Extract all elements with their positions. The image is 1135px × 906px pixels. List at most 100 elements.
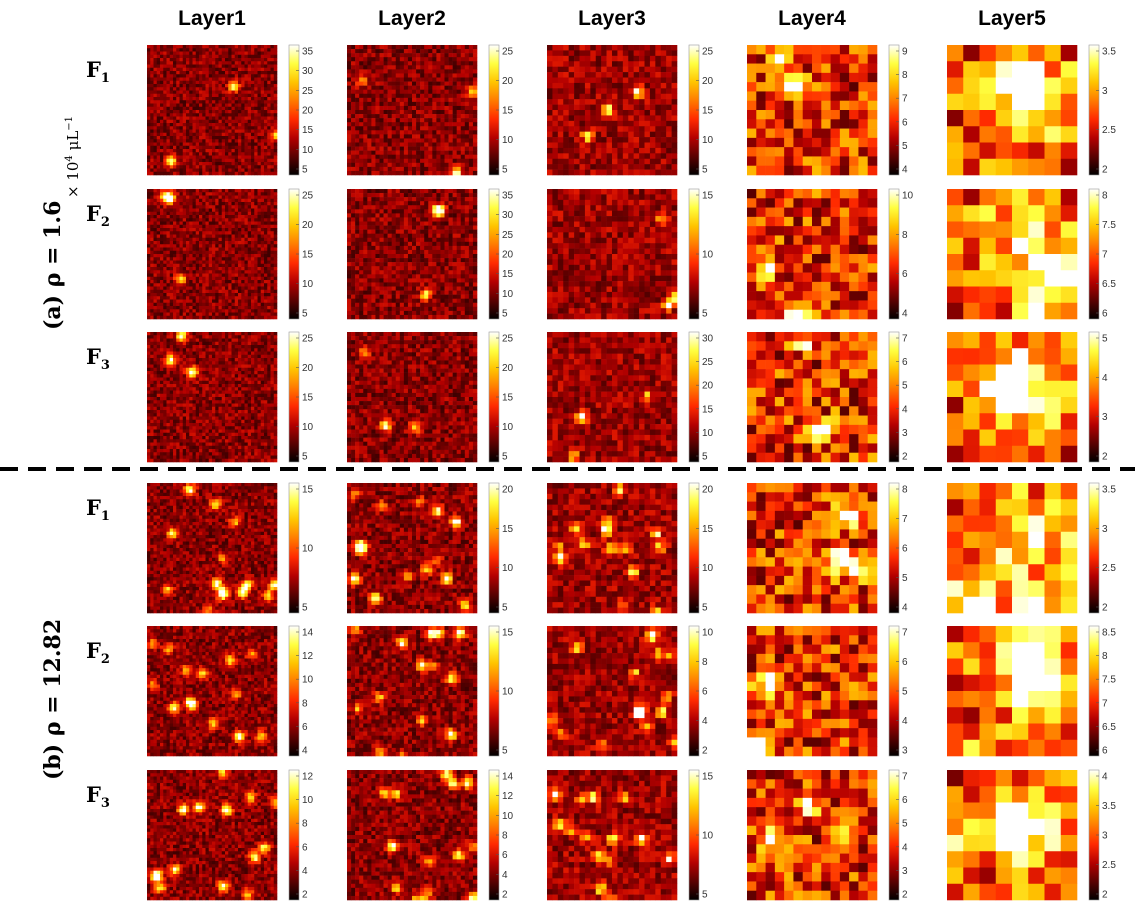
colorbar-tick-label: 15 [302,125,314,136]
colorbar-tick-label: 10 [302,795,314,806]
colorbar-tick-label: 15 [502,269,514,280]
heatmap-panel [947,483,1078,614]
colorbar [288,769,300,901]
colorbar-tick-label: 15 [702,772,714,783]
colorbar-tick-label: 6 [902,657,908,668]
colorbar-tick-label: 10 [502,811,514,822]
row-label: F2 [86,201,110,230]
colorbar-tick-label: 2.5 [1102,125,1116,136]
colorbar-tick-label: 10 [702,428,714,439]
colorbar-tick-label: 2 [502,890,508,901]
colorbar-tick-label: 10 [302,279,314,290]
colorbar-tick-label: 30 [702,334,714,345]
colorbar-tick-label: 5 [702,309,708,320]
colorbar-tick-label: 7 [902,772,908,783]
column-title: Layer5 [978,7,1046,30]
heatmap-panel [747,770,878,901]
colorbar-tick-label: 4 [702,716,708,727]
colorbar-tick-label: 5 [502,165,508,176]
column-title: Layer4 [778,7,846,30]
colorbar-tick-label: 7 [902,94,908,105]
colorbar-tick-label: 2 [302,890,308,901]
colorbar-tick-label: 8 [902,230,908,241]
heatmap-panel [947,626,1078,757]
row-label: F1 [86,57,110,86]
colorbar-tick-label: 4 [902,603,908,614]
group-label-b: (b) ρ = 12.82 [40,619,66,780]
colorbar-tick-label: 8 [302,819,308,830]
colorbar [1088,44,1100,176]
colorbar-tick-label: 5 [1102,334,1108,345]
colorbar-tick-label: 12 [302,651,314,662]
colorbar-tick-label: 5 [302,603,308,614]
colorbar-tick-label: 3 [1102,86,1108,97]
colorbar-tick-label: 15 [502,524,514,535]
colorbar-tick-label: 4 [902,716,908,727]
colorbar-tick-label: 5 [902,141,908,152]
colorbar [288,625,300,757]
colorbar-tick-label: 6 [502,850,508,861]
colorbar-tick-label: 3 [902,746,908,757]
colorbar-tick-label: 2 [702,746,708,757]
colorbar-tick-label: 8 [502,831,508,842]
colorbar-tick-label: 3 [902,428,908,439]
colorbar-tick-label: 25 [702,357,714,368]
colorbar-tick-label: 6 [902,795,908,806]
colorbar-tick-label: 5 [902,381,908,392]
heatmap-panel [347,189,478,320]
colorbar-tick-label: 14 [302,628,314,639]
colorbar-tick-label: 25 [302,334,314,345]
colorbar [488,482,500,614]
colorbar-tick-label: 25 [702,47,714,58]
colorbar-tick-label: 10 [702,250,714,261]
colorbar-tick-label: 2 [1102,165,1108,176]
colorbar [888,44,900,176]
colorbar-tick-label: 8 [302,698,308,709]
colorbar-tick-label: 20 [702,485,714,496]
colorbar-tick-label: 2 [1102,452,1108,463]
colorbar-tick-label: 20 [302,106,314,117]
colorbar-tick-label: 20 [702,76,714,87]
colorbar-tick-label: 5 [902,687,908,698]
colorbar-tick-label: 25 [502,334,514,345]
colorbar-tick-label: 10 [702,831,714,842]
heatmap-panel [547,45,678,176]
colorbar-tick-label: 25 [302,191,314,202]
colorbar-tick-label: 8 [1102,191,1108,202]
heatmap-panel [347,332,478,463]
colorbar-tick-label: 6 [1102,309,1108,320]
colorbar-tick-label: 35 [502,191,514,202]
colorbar-tick-label: 10 [302,544,314,555]
colorbar-tick-label: 10 [502,135,514,146]
row-label: F3 [86,782,110,811]
colorbar-tick-label: 5 [902,819,908,830]
colorbar-tick-label: 5 [302,165,308,176]
colorbar-tick-label: 14 [502,772,514,783]
colorbar-tick-label: 6 [302,842,308,853]
column-title: Layer1 [178,7,246,30]
column-title: Layer3 [578,7,646,30]
colorbar-tick-label: 5 [502,746,508,757]
colorbar-tick-label: 10 [502,563,514,574]
heatmap-panel [147,770,278,901]
colorbar-tick-label: 10 [502,289,514,300]
colorbar-tick-label: 10 [702,628,714,639]
colorbar-tick-label: 5 [702,603,708,614]
colorbar-tick-label: 3 [902,866,908,877]
colorbar-tick-label: 7 [1102,698,1108,709]
colorbar-tick-label: 6 [302,722,308,733]
colorbar-tick-label: 4 [302,866,308,877]
colorbar-tick-label: 7 [1102,250,1108,261]
heatmap-panel [947,332,1078,463]
colorbar [1088,331,1100,463]
colorbar-tick-label: 4 [902,309,908,320]
colorbar-tick-label: 10 [502,687,514,698]
heatmap-panel [547,189,678,320]
colorbar [688,331,700,463]
colorbar-tick-label: 2 [1102,603,1108,614]
colorbar-tick-label: 20 [502,76,514,87]
heatmap-panel [347,483,478,614]
colorbar-tick-label: 20 [302,363,314,374]
colorbar-tick-label: 25 [502,230,514,241]
colorbar-tick-label: 7.5 [1102,220,1116,231]
